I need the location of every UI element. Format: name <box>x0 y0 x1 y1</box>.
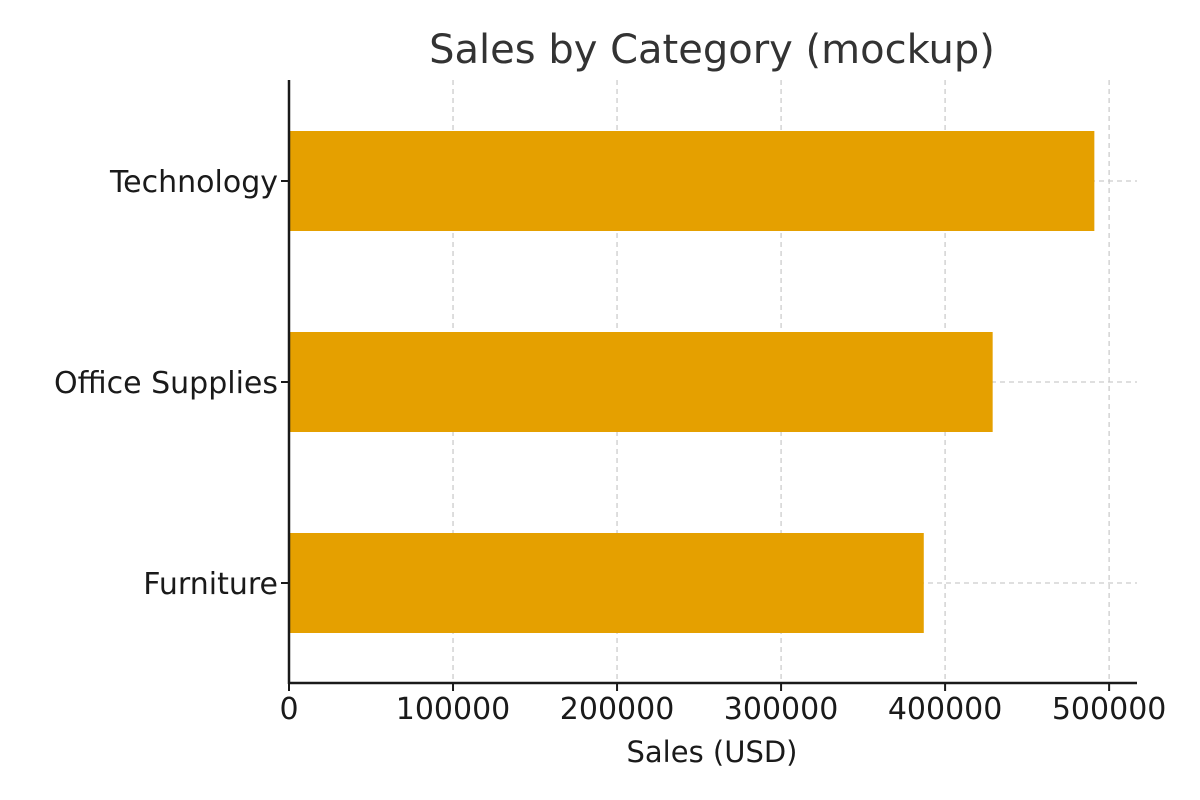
y-tick-label: Furniture <box>143 567 278 602</box>
x-tick-label: 200000 <box>560 692 675 727</box>
ticks: 0 100000 200000 300000 400000 500000 Technolog… <box>54 165 1166 727</box>
y-tick-label: Office Supplies <box>54 366 278 401</box>
x-tick-label: 400000 <box>888 692 1003 727</box>
bar <box>289 131 1095 231</box>
x-tick-label: 100000 <box>396 692 511 727</box>
x-tick-label: 300000 <box>724 692 839 727</box>
y-tick-label: Technology <box>109 165 278 200</box>
bar <box>289 533 924 633</box>
x-tick-label: 500000 <box>1052 692 1167 727</box>
chart-title: Sales by Category (mockup) <box>429 27 995 73</box>
x-tick-label: 0 <box>279 692 298 727</box>
x-axis-label: Sales (USD) <box>627 735 798 769</box>
bar <box>289 332 993 432</box>
bars <box>289 131 1095 633</box>
